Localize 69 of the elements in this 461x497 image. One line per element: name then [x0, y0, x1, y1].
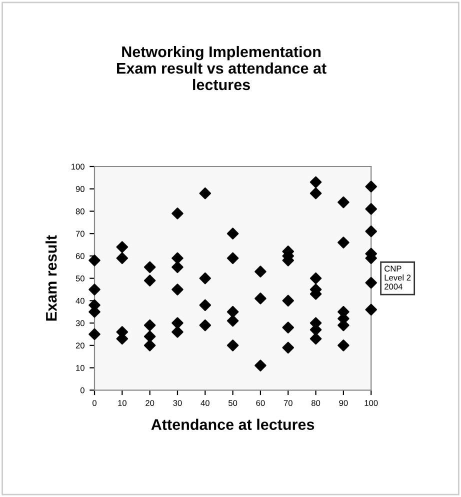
- y-tick-label: 100: [72, 164, 84, 170]
- point: [282, 322, 294, 334]
- x-tick-label: 90: [339, 400, 348, 406]
- y-axis-title: Exam result: [46, 235, 57, 321]
- point: [88, 284, 100, 296]
- x-tick-label: 0: [92, 400, 96, 406]
- point: [116, 252, 128, 264]
- y-tick-label: 90: [76, 186, 84, 192]
- point: [365, 276, 377, 289]
- point: [144, 274, 156, 286]
- point: [310, 332, 322, 345]
- point: [172, 261, 184, 274]
- chart-title: Networking Implementation Exam result vs attendance at lectures: [117, 46, 326, 90]
- point: [365, 304, 377, 316]
- series-label: CNP Level 2 2004: [384, 266, 411, 290]
- point: [144, 319, 156, 332]
- point: [226, 252, 239, 264]
- y-tick-label: 30: [76, 320, 84, 326]
- y-tick-label: 50: [76, 276, 84, 282]
- point: [199, 187, 212, 200]
- point: [144, 340, 156, 352]
- point: [254, 292, 266, 304]
- point: [254, 266, 266, 278]
- x-tick-label: 30: [173, 400, 182, 406]
- point: [365, 203, 377, 215]
- point: [226, 340, 239, 352]
- point: [254, 360, 266, 372]
- point: [310, 272, 322, 284]
- point: [199, 319, 212, 332]
- x-tick-label: 20: [146, 400, 154, 406]
- point: [310, 187, 322, 200]
- x-axis-title: Attendance at lectures: [151, 418, 314, 430]
- x-tick-label: 50: [228, 400, 238, 406]
- point: [199, 299, 212, 312]
- x-tick-label: 10: [118, 400, 126, 406]
- point: [338, 340, 350, 352]
- y-tick-label: 10: [76, 364, 84, 371]
- point: [88, 328, 100, 340]
- point: [172, 326, 184, 338]
- point: [365, 225, 377, 238]
- x-tick-label: 100: [364, 400, 378, 406]
- y-tick-label: 0: [80, 387, 84, 394]
- point: [282, 294, 294, 307]
- point: [172, 284, 184, 296]
- point: [226, 306, 239, 318]
- point: [282, 342, 294, 354]
- point: [144, 261, 156, 274]
- point: [310, 176, 322, 188]
- point: [226, 228, 239, 240]
- x-tick-label: 70: [284, 400, 292, 406]
- point: [338, 236, 350, 248]
- y-tick-label: 80: [76, 208, 84, 214]
- y-tick-label: 20: [76, 342, 84, 349]
- point: [226, 314, 239, 327]
- point: [88, 254, 100, 266]
- y-tick-label: 60: [76, 253, 84, 260]
- point: [144, 330, 156, 342]
- y-tick-label: 70: [76, 230, 84, 237]
- point: [172, 252, 184, 264]
- point: [172, 317, 184, 329]
- point: [172, 208, 184, 220]
- point: [338, 196, 350, 208]
- y-tick-label: 40: [76, 298, 84, 304]
- x-tick-label: 40: [200, 400, 210, 406]
- x-tick-label: 60: [256, 400, 265, 406]
- point: [365, 180, 377, 193]
- point: [199, 272, 212, 284]
- x-tick-label: 80: [312, 400, 320, 406]
- point: [116, 241, 128, 253]
